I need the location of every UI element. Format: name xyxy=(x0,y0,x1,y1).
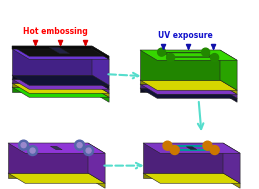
Polygon shape xyxy=(8,143,105,153)
Polygon shape xyxy=(51,146,62,150)
Polygon shape xyxy=(143,143,240,153)
Polygon shape xyxy=(140,84,237,94)
Polygon shape xyxy=(12,87,92,92)
Polygon shape xyxy=(140,50,220,80)
Polygon shape xyxy=(140,50,237,60)
Text: UV exposure: UV exposure xyxy=(158,31,213,40)
Text: Hot embossing: Hot embossing xyxy=(23,27,88,36)
Polygon shape xyxy=(140,80,237,90)
Polygon shape xyxy=(140,88,220,92)
Circle shape xyxy=(163,141,172,150)
Polygon shape xyxy=(220,80,237,94)
Circle shape xyxy=(21,143,26,148)
Polygon shape xyxy=(12,83,109,93)
Polygon shape xyxy=(12,46,92,49)
Circle shape xyxy=(30,148,35,153)
Circle shape xyxy=(75,140,85,150)
Circle shape xyxy=(77,143,82,148)
Circle shape xyxy=(86,148,91,153)
Polygon shape xyxy=(8,143,88,173)
Circle shape xyxy=(167,53,175,62)
Polygon shape xyxy=(140,84,220,88)
Polygon shape xyxy=(12,87,109,97)
Polygon shape xyxy=(162,52,207,53)
Polygon shape xyxy=(143,143,223,173)
Polygon shape xyxy=(223,173,240,188)
Polygon shape xyxy=(8,173,88,178)
Polygon shape xyxy=(12,49,109,59)
Polygon shape xyxy=(12,75,92,79)
Circle shape xyxy=(84,146,93,156)
Polygon shape xyxy=(143,173,240,183)
Circle shape xyxy=(202,48,210,56)
Polygon shape xyxy=(12,75,109,85)
Polygon shape xyxy=(88,143,105,183)
Polygon shape xyxy=(12,49,92,75)
Circle shape xyxy=(170,146,179,155)
Polygon shape xyxy=(92,49,109,85)
Polygon shape xyxy=(49,47,70,53)
Circle shape xyxy=(211,53,219,62)
Polygon shape xyxy=(12,46,109,56)
Polygon shape xyxy=(92,83,109,97)
Circle shape xyxy=(19,140,28,150)
Polygon shape xyxy=(8,173,105,183)
Polygon shape xyxy=(12,79,92,83)
Circle shape xyxy=(157,48,166,56)
Polygon shape xyxy=(12,79,109,89)
Polygon shape xyxy=(220,50,237,90)
Polygon shape xyxy=(140,88,237,98)
Polygon shape xyxy=(203,52,215,58)
Polygon shape xyxy=(88,173,105,188)
Circle shape xyxy=(28,146,38,156)
Polygon shape xyxy=(186,147,197,149)
Polygon shape xyxy=(143,173,223,178)
Polygon shape xyxy=(140,80,220,84)
Polygon shape xyxy=(220,84,237,98)
Circle shape xyxy=(210,146,219,155)
Polygon shape xyxy=(12,83,92,87)
Polygon shape xyxy=(92,87,109,102)
Circle shape xyxy=(203,141,212,150)
Polygon shape xyxy=(220,88,237,102)
Polygon shape xyxy=(92,79,109,93)
Polygon shape xyxy=(162,52,174,58)
Polygon shape xyxy=(92,46,109,59)
Polygon shape xyxy=(223,143,240,183)
Polygon shape xyxy=(169,57,215,58)
Polygon shape xyxy=(92,75,109,89)
